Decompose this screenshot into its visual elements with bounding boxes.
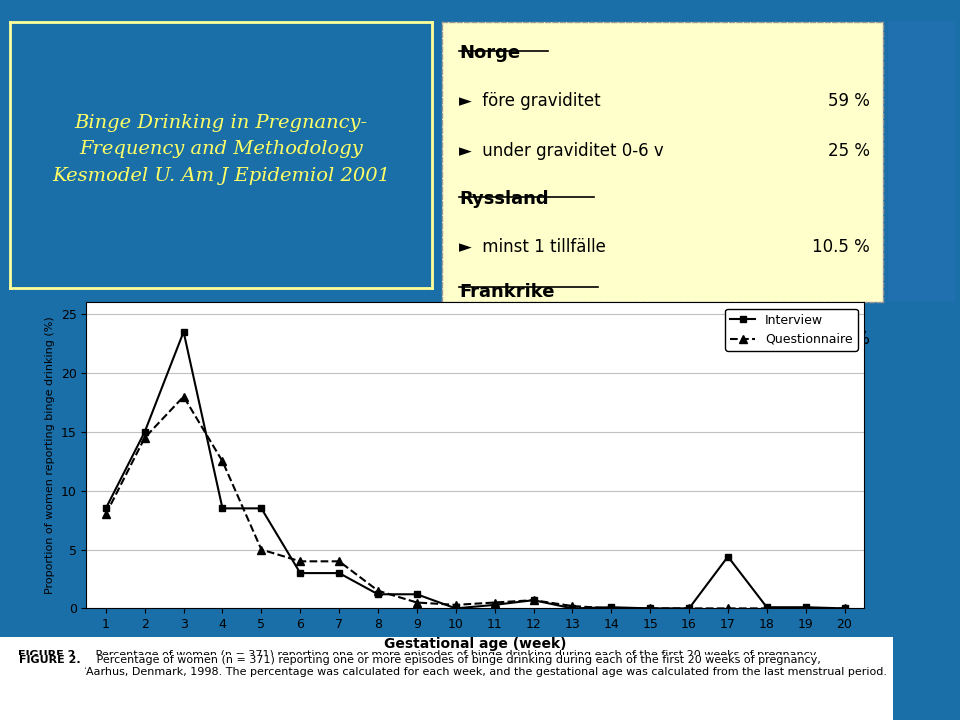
Questionnaire xyxy=(722,604,733,613)
Text: 25 %: 25 % xyxy=(828,143,870,161)
Text: Norge: Norge xyxy=(459,44,520,62)
Text: FIGURE 2.: FIGURE 2. xyxy=(19,655,81,665)
Interview xyxy=(566,604,578,613)
Line: Questionnaire: Questionnaire xyxy=(102,392,849,613)
Questionnaire xyxy=(606,604,617,613)
Text: 59 %: 59 % xyxy=(828,91,870,109)
Questionnaire xyxy=(450,600,462,609)
Questionnaire xyxy=(100,510,111,518)
Interview xyxy=(684,604,695,613)
Questionnaire xyxy=(761,604,773,613)
Questionnaire xyxy=(295,557,306,566)
Interview xyxy=(800,603,811,611)
Questionnaire xyxy=(372,586,384,595)
Interview xyxy=(722,552,733,561)
Interview xyxy=(295,569,306,577)
Questionnaire xyxy=(411,598,422,607)
Interview xyxy=(606,603,617,611)
Legend: Interview, Questionnaire: Interview, Questionnaire xyxy=(725,309,857,351)
Interview xyxy=(411,590,422,598)
Y-axis label: Proportion of women reporting binge drinking (%): Proportion of women reporting binge drin… xyxy=(45,317,56,594)
X-axis label: Gestational age (week): Gestational age (week) xyxy=(384,636,566,651)
Questionnaire xyxy=(644,604,656,613)
Text: ►  under graviditet 0-6 v: ► under graviditet 0-6 v xyxy=(459,143,664,161)
Line: Interview: Interview xyxy=(103,328,848,612)
Interview xyxy=(255,504,267,513)
Questionnaire xyxy=(684,604,695,613)
Text: Ryssland: Ryssland xyxy=(459,190,549,208)
Interview xyxy=(450,604,462,613)
Questionnaire xyxy=(489,598,500,607)
Interview xyxy=(178,328,189,336)
Questionnaire xyxy=(333,557,345,566)
Text: Percentage of women (n = 371) reporting one or more episodes of binge drinking d: Percentage of women (n = 371) reporting … xyxy=(84,649,886,671)
Text: ►  före graviditet: ► före graviditet xyxy=(459,91,601,109)
Text: 10.5 %: 10.5 % xyxy=(812,238,870,256)
Questionnaire xyxy=(217,457,228,466)
Questionnaire xyxy=(528,596,540,605)
Interview xyxy=(139,428,151,436)
Questionnaire xyxy=(566,602,578,611)
Text: ►  minst 1 tillfälle: ► minst 1 tillfälle xyxy=(459,330,606,348)
Text: Binge Drinking in Pregnancy-
Frequency and Methodology
Kesmodel U. Am J Epidemio: Binge Drinking in Pregnancy- Frequency a… xyxy=(52,114,390,185)
Interview xyxy=(333,569,345,577)
Interview xyxy=(372,590,384,598)
Questionnaire xyxy=(255,545,267,554)
Text: Percentage of women (n = 371) reporting one or more episodes of binge drinking d: Percentage of women (n = 371) reporting … xyxy=(86,655,887,677)
Interview xyxy=(100,504,111,513)
Interview xyxy=(839,604,851,613)
Questionnaire xyxy=(139,433,151,442)
Interview xyxy=(217,504,228,513)
Text: FIGURE 2.: FIGURE 2. xyxy=(18,649,80,660)
Questionnaire xyxy=(839,604,851,613)
Questionnaire xyxy=(178,392,189,401)
Text: 13.7 %: 13.7 % xyxy=(812,330,870,348)
Interview xyxy=(644,604,656,613)
Text: Frankrike: Frankrike xyxy=(459,283,555,301)
Interview xyxy=(761,603,773,611)
Interview xyxy=(528,596,540,605)
Text: ►  minst 1 tillfälle: ► minst 1 tillfälle xyxy=(459,238,606,256)
Questionnaire xyxy=(800,604,811,613)
Interview xyxy=(489,600,500,609)
